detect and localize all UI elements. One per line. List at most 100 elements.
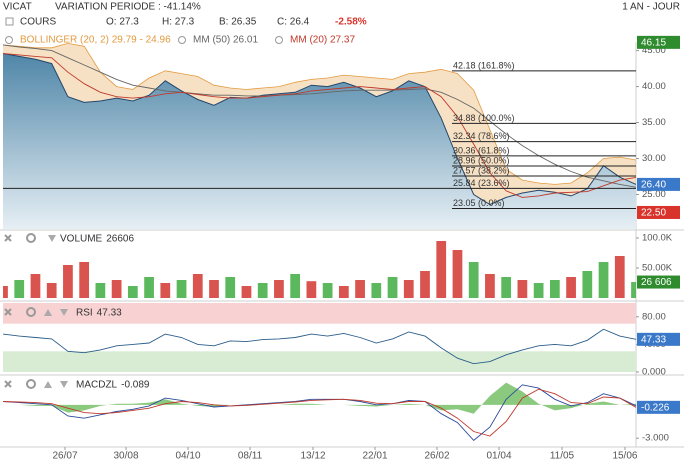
fib-label: 28.96 (50.0%) (453, 155, 510, 165)
close-icon[interactable] (4, 234, 12, 242)
close-icon[interactable] (4, 380, 12, 388)
close: C: 26.4 (277, 17, 310, 28)
price-marker-label: 26 606 (641, 277, 672, 288)
volume-bar (257, 283, 268, 298)
series-line (3, 328, 636, 365)
volume-bar (322, 283, 333, 298)
zone (3, 351, 636, 372)
plot (3, 241, 636, 298)
close-icon[interactable] (4, 308, 12, 316)
price-marker (637, 332, 680, 346)
y-tick-label: 50.00K (642, 263, 673, 274)
panel-header: VOLUME 26606 (4, 233, 134, 245)
down-icon[interactable] (60, 381, 68, 388)
price-marker-label: 22.50 (641, 208, 666, 219)
volume-bar (3, 286, 8, 298)
settings-icon[interactable] (26, 233, 36, 243)
x-tick-label: 13/12 (300, 451, 325, 462)
panel-header: RSI 47.33 (4, 307, 122, 319)
icon[interactable] (178, 36, 186, 44)
up-icon[interactable] (44, 309, 52, 316)
icon[interactable] (5, 36, 13, 44)
price-marker (637, 275, 680, 289)
volume-bar (566, 277, 576, 298)
volume-bar (485, 274, 495, 298)
price-marker (637, 35, 680, 49)
symbol: VICAT (3, 2, 32, 13)
open: O: 27.3 (106, 17, 139, 28)
volume-bar (355, 280, 365, 298)
panel-title: MACDZL (76, 380, 118, 391)
plot (3, 303, 636, 372)
volume-bar (290, 274, 301, 298)
x-tick-label: 26/02 (424, 451, 449, 462)
fib-label: 30.36 (61.8%) (453, 145, 510, 155)
volume-bar (582, 271, 593, 298)
panel-title: VOLUME (60, 234, 103, 245)
series-line (3, 44, 636, 188)
x-tick-label: 08/11 (238, 451, 263, 462)
icon[interactable] (275, 36, 283, 44)
panel-last-value: -0.089 (121, 380, 150, 391)
volume-bar (631, 282, 636, 298)
x-tick-label: 15/06 (612, 451, 637, 462)
volume-bar (46, 283, 57, 298)
plot (3, 382, 636, 442)
legend-mm20: MM (20) 27.37 (290, 35, 355, 46)
volume-bar (111, 280, 122, 298)
volume-bar (452, 250, 463, 298)
volume-bar (241, 286, 252, 298)
price-area (3, 53, 636, 229)
series-line (3, 388, 636, 437)
variation: VARIATION PERIODE : -41.14% (55, 2, 201, 13)
down-icon[interactable] (48, 235, 56, 242)
down-icon[interactable] (60, 309, 68, 316)
fib-label: 25.84 (23.6%) (453, 178, 510, 188)
fib-label: 32.34 (78.6%) (453, 131, 510, 141)
series-line (3, 53, 636, 198)
x-tick-label: 04/10 (176, 451, 201, 462)
x-tick-label: 26/07 (52, 451, 77, 462)
volume-bar (420, 271, 430, 298)
histogram (3, 382, 636, 414)
volume-bar (403, 280, 414, 298)
high: H: 27.3 (162, 17, 195, 28)
zone (3, 303, 636, 324)
price-marker-label: -0.226 (641, 402, 670, 413)
y-tick-label: 25.00 (642, 189, 666, 200)
volume-bar (501, 277, 512, 298)
x-tick-label: 01/04 (486, 451, 511, 462)
y-tick-label: 100.0K (642, 233, 673, 244)
settings-icon[interactable] (26, 307, 36, 317)
volume-bar (468, 262, 479, 298)
up-icon[interactable] (44, 381, 52, 388)
x-tick-label: 22/01 (362, 451, 387, 462)
y-tick-label: 80.00 (642, 311, 666, 322)
price-marker-label: 46.15 (641, 38, 666, 49)
icon[interactable] (5, 17, 14, 26)
fib-label: 27.57 (38.2%) (453, 165, 510, 175)
volume-bar (209, 280, 219, 298)
settings-icon[interactable] (26, 379, 36, 389)
low: B: 26.35 (219, 17, 257, 28)
price-marker (637, 400, 680, 414)
volume-bar (338, 286, 349, 298)
volume-bar (517, 280, 528, 298)
series-line (3, 53, 636, 206)
volume-bar (79, 262, 90, 298)
y-tick-label: 35.00 (642, 117, 666, 128)
fib-label: 34.88 (100.0%) (453, 113, 515, 123)
fib-label: 42.18 (161.8%) (453, 60, 515, 70)
volume-bar (598, 262, 609, 298)
volume-bar (176, 280, 187, 298)
period[interactable]: 1 AN - JOUR (622, 2, 680, 13)
volume-bar (436, 241, 447, 298)
price-marker (637, 205, 680, 219)
volume-bar (614, 256, 625, 298)
volume-bar (160, 283, 171, 298)
panel-last-value: 26606 (106, 234, 134, 245)
volume-bar (144, 277, 154, 298)
change: -2.58% (335, 17, 367, 28)
volume-bar (63, 265, 73, 298)
